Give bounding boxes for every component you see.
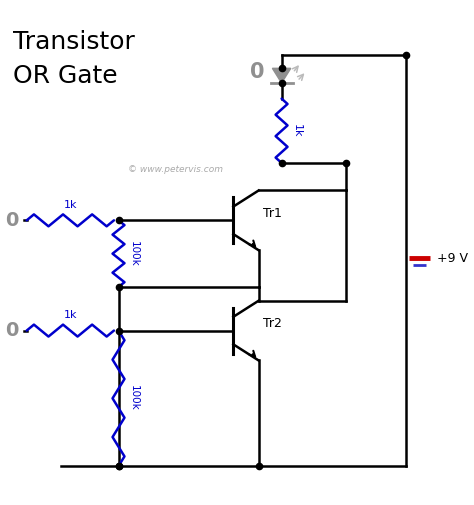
Text: 1k: 1k: [292, 124, 301, 137]
Text: 0: 0: [6, 211, 19, 230]
Text: 0: 0: [250, 62, 265, 82]
Text: 1k: 1k: [64, 200, 77, 210]
Text: Transistor: Transistor: [13, 30, 135, 54]
Text: © www.petervis.com: © www.petervis.com: [128, 165, 223, 174]
Polygon shape: [273, 68, 291, 83]
Text: Tr2: Tr2: [263, 317, 282, 330]
Text: 100k: 100k: [128, 385, 138, 411]
Text: 100k: 100k: [128, 241, 138, 267]
Text: Tr1: Tr1: [263, 207, 282, 220]
Text: 0: 0: [6, 321, 19, 340]
Text: 1k: 1k: [64, 311, 77, 321]
Text: OR Gate: OR Gate: [13, 64, 118, 88]
Text: +9 V: +9 V: [437, 252, 468, 265]
